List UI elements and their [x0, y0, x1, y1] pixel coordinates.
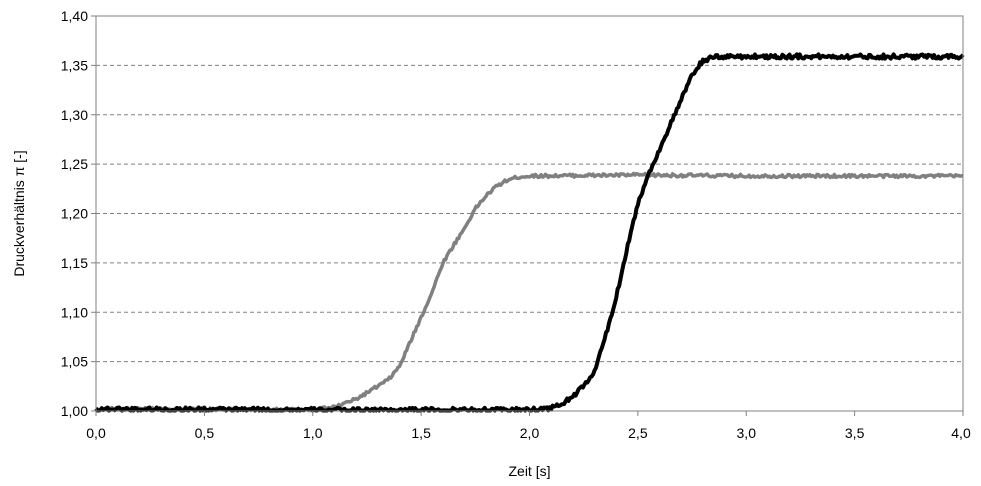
series-line-1 — [95, 171, 964, 413]
y-tick-label: 1,35 — [61, 57, 88, 73]
x-axis-label: Zeit [s] — [508, 463, 550, 479]
x-tick-label: 0,0 — [86, 425, 106, 441]
y-tick-label: 1,25 — [61, 156, 88, 172]
x-tick-label: 1,5 — [411, 425, 431, 441]
y-tick-label: 1,20 — [61, 206, 88, 222]
x-tick-label: 2,5 — [628, 425, 648, 441]
y-axis-label: Druckverhältnis π [-] — [11, 150, 27, 276]
y-tick-label: 1,05 — [61, 354, 88, 370]
y-tick-label: 1,15 — [61, 255, 88, 271]
x-tick-label: 3,5 — [845, 425, 865, 441]
x-tick-label: 1,0 — [303, 425, 323, 441]
y-tick-label: 1,00 — [61, 403, 88, 419]
y-tick-label: 1,10 — [61, 304, 88, 320]
grid-lines — [96, 64, 963, 363]
x-tick-label: 4,0 — [951, 425, 971, 441]
y-tick-label: 1,30 — [61, 107, 88, 123]
x-tick-label: 0,5 — [195, 425, 215, 441]
tick-labels: 1,00 1,05 1,10 1,15 1,20 1,25 1,30 1,35 1,40 0,0 0… — [61, 8, 971, 441]
series-layer — [94, 52, 965, 413]
y-tick-label: 1,40 — [61, 8, 88, 24]
x-tick-label: 2,0 — [520, 425, 540, 441]
x-tick-label: 3,0 — [737, 425, 757, 441]
series-line-2 — [94, 52, 965, 413]
